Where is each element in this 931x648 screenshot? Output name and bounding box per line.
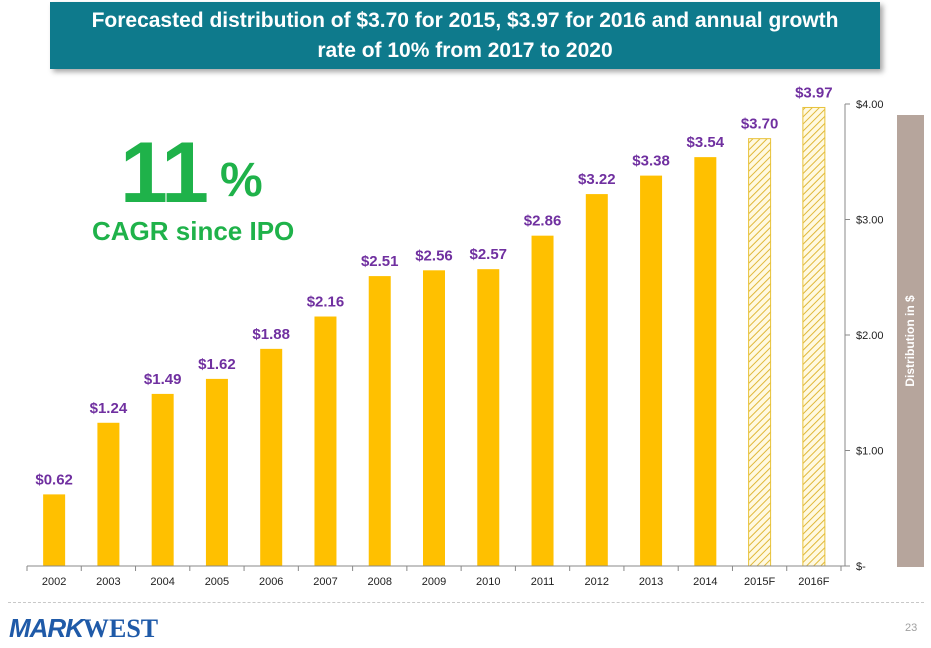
value-label: $1.24 (90, 400, 128, 417)
x-tick-label: 2011 (531, 576, 555, 588)
logo-word: WEST (83, 614, 159, 643)
value-label: $3.38 (632, 153, 670, 170)
logo-mark: MARK (9, 613, 84, 643)
bar-2016f (802, 106, 826, 567)
bar-2008 (368, 276, 391, 566)
bar-2015f (748, 138, 772, 567)
y-tick-label: $1.00 (856, 446, 884, 458)
y-axis-title-band (897, 115, 924, 567)
x-tick-label: 2002 (42, 576, 66, 588)
value-label: $3.54 (687, 134, 725, 151)
bar-2002 (43, 494, 66, 566)
cagr-percent-sign: % (220, 154, 263, 207)
markwest-logo: MARKWEST (9, 613, 158, 644)
bar-2004 (151, 393, 174, 566)
y-tick-label: $4.00 (856, 99, 884, 111)
bar-2003 (97, 422, 120, 566)
x-tick-label: 2009 (422, 576, 446, 588)
bar-2013 (640, 175, 663, 567)
x-tick-label: 2008 (367, 576, 391, 588)
x-tick-label: 2016F (798, 576, 829, 588)
bar-2012 (585, 194, 608, 566)
x-tick-label: 2013 (639, 576, 663, 588)
value-label: $1.62 (198, 356, 236, 373)
value-label: $2.51 (361, 253, 399, 270)
x-tick-label: 2014 (693, 576, 717, 588)
bar-2011 (531, 235, 554, 567)
cagr-value: 11 (120, 125, 209, 221)
x-tick-label: 2004 (150, 576, 174, 588)
value-label: $3.22 (578, 171, 616, 188)
bar-2007 (314, 316, 337, 566)
value-label: $3.97 (795, 84, 833, 101)
page-number: 23 (905, 622, 918, 634)
bar-2010 (477, 269, 500, 566)
x-tick-label: 2006 (259, 576, 283, 588)
footer-divider (8, 602, 924, 603)
chart-title: Forecasted distribution of $3.70 for 201… (91, 8, 839, 62)
y-tick-label: $- (856, 561, 866, 573)
bar-2005 (205, 378, 228, 566)
x-tick-label: 2010 (476, 576, 500, 588)
x-tick-label: 2015F (744, 576, 775, 588)
x-tick-label: 2005 (205, 576, 229, 588)
x-tick-label: 2007 (313, 576, 337, 588)
title-banner: Forecasted distribution of $3.70 for 201… (50, 2, 880, 69)
x-tick-label: 2003 (96, 576, 120, 588)
y-tick-label: $3.00 (856, 215, 884, 227)
y-axis-title: Distribution in $ (903, 295, 917, 387)
bar-2006 (260, 348, 283, 566)
value-label: $0.62 (35, 471, 73, 488)
distribution-bar-chart: $0.62 $1.24 $1.49 $1.62 $1.88 $2.16 $2.51 $2.56… (26, 84, 884, 588)
value-label: $1.49 (144, 371, 182, 388)
value-label: $2.57 (469, 246, 507, 263)
value-label: $1.88 (252, 326, 290, 343)
cagr-label: CAGR since IPO (92, 216, 295, 246)
y-tick-label: $2.00 (856, 330, 884, 342)
x-tick-label: 2012 (585, 576, 609, 588)
value-label: $2.86 (524, 213, 562, 230)
value-label: $2.56 (415, 247, 453, 264)
bar-2009 (423, 270, 445, 566)
value-label: $3.70 (741, 116, 779, 133)
bar-2014 (694, 157, 717, 566)
value-label: $2.16 (307, 294, 345, 311)
